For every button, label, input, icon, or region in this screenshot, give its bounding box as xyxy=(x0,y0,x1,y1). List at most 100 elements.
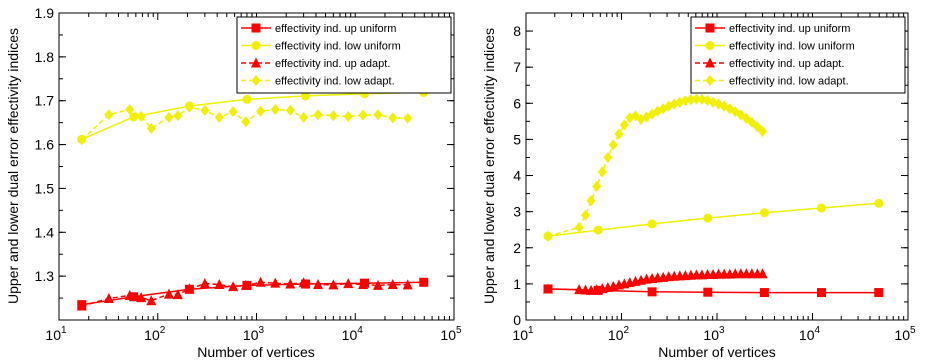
data-point-diamond xyxy=(680,95,690,107)
data-point-triangle xyxy=(136,292,147,303)
data-point-diamond xyxy=(241,116,251,128)
data-point-diamond xyxy=(597,166,607,178)
data-point-diamond xyxy=(747,116,757,128)
y-tick-label: 1.3 xyxy=(35,268,55,284)
data-point-diamond xyxy=(328,110,338,122)
data-point-diamond xyxy=(256,105,266,117)
x-tick-label: 103 xyxy=(243,325,265,343)
data-point-triangle xyxy=(240,279,251,290)
x-axis-label-left: Number of vertices xyxy=(197,344,314,360)
data-point-circle xyxy=(242,94,252,104)
y-tick-label: 1.7 xyxy=(35,93,55,109)
data-point-diamond xyxy=(228,106,238,118)
data-point-diamond xyxy=(697,93,707,105)
data-point-diamond xyxy=(581,209,591,221)
data-point-diamond xyxy=(574,222,584,234)
x-tick-label: 101 xyxy=(45,325,67,343)
legend-swatch-marker xyxy=(705,23,715,33)
data-point-circle xyxy=(129,112,139,122)
y-tick-label: 6 xyxy=(513,95,521,111)
data-point-triangle xyxy=(228,281,239,292)
data-point-diamond xyxy=(136,111,146,123)
y-tick-label: 5 xyxy=(513,131,521,147)
data-point-triangle xyxy=(199,278,210,289)
data-point-triangle xyxy=(313,278,324,289)
data-point-triangle xyxy=(255,276,266,287)
legend-label: effectivity ind. low adapt. xyxy=(729,76,849,88)
data-point-triangle xyxy=(343,278,354,289)
data-point-diamond xyxy=(200,104,210,116)
legend-swatch-marker xyxy=(251,41,261,50)
data-point-diamond xyxy=(691,93,701,105)
x-tick-label: 102 xyxy=(144,325,166,343)
data-point-triangle xyxy=(172,289,183,300)
data-point-diamond xyxy=(343,111,353,123)
data-point-square xyxy=(129,292,139,302)
legend-swatch-marker xyxy=(251,57,261,68)
y-tick-label: 7 xyxy=(513,59,521,75)
data-point-triangle xyxy=(184,283,195,294)
y-axis-label-right: Upper and lower dual error effectivity i… xyxy=(481,28,497,304)
legend-right: effectivity ind. up uniform effectivity i… xyxy=(690,16,906,94)
data-point-diamond xyxy=(592,180,602,192)
x-axis-label-right: Number of vertices xyxy=(658,344,775,360)
data-point-triangle xyxy=(328,279,339,290)
chart-left: 101 102 103 104 105 1.3 1.4 1.5 1.6 1.7 1.8 1.9 Num… xyxy=(5,5,462,360)
data-point-diamond xyxy=(358,109,368,121)
data-point-diamond xyxy=(214,111,224,123)
legend-label: effectivity ind. low uniform xyxy=(275,41,401,53)
data-point-circle xyxy=(874,198,884,208)
data-point-diamond xyxy=(686,94,696,106)
x-tick-label: 103 xyxy=(703,325,725,343)
legend-box xyxy=(690,16,906,94)
x-tick-label: 104 xyxy=(799,325,821,343)
data-point-diamond xyxy=(603,151,613,163)
y-tick-label: 0 xyxy=(513,312,521,328)
data-point-triangle xyxy=(103,293,114,304)
data-point-diamond xyxy=(77,134,87,146)
legend-box xyxy=(236,16,452,94)
legend-swatch-marker xyxy=(251,23,261,33)
data-point-circle xyxy=(759,208,769,218)
y-tick-label: 1.8 xyxy=(35,49,55,65)
legend-swatch-marker xyxy=(705,41,715,50)
data-point-square xyxy=(816,288,826,298)
y-tick-label: 1 xyxy=(513,276,521,292)
legend-swatch-marker xyxy=(251,75,261,86)
data-point-circle xyxy=(647,219,657,229)
legend-swatch-marker xyxy=(705,75,715,86)
x-tick-label: 102 xyxy=(608,325,630,343)
data-point-triangle xyxy=(76,300,87,311)
data-point-diamond xyxy=(388,112,398,124)
data-point-circle xyxy=(703,213,713,223)
data-point-diamond xyxy=(164,111,174,123)
data-point-diamond xyxy=(285,104,295,116)
data-point-square xyxy=(759,288,769,298)
data-point-diamond xyxy=(173,110,183,122)
data-point-triangle xyxy=(285,278,296,289)
data-point-diamond xyxy=(758,125,768,137)
data-point-square xyxy=(874,288,884,298)
data-point-diamond xyxy=(608,139,618,151)
data-point-triangle xyxy=(124,289,135,300)
y-tick-label: 4 xyxy=(513,168,521,184)
legend-label: effectivity ind. low uniform xyxy=(729,41,855,53)
y-axis-label-left: Upper and lower dual error effectivity i… xyxy=(5,28,21,304)
data-point-diamond xyxy=(313,109,323,121)
data-point-diamond xyxy=(373,109,383,121)
data-point-square xyxy=(703,287,713,297)
legend-label: effectivity ind. up uniform xyxy=(275,23,396,35)
legend-left: effectivity ind. up uniform effectivity i… xyxy=(236,16,452,94)
data-point-triangle xyxy=(757,268,768,279)
data-point-triangle xyxy=(402,279,413,290)
legend-label: effectivity ind. up adapt. xyxy=(275,58,390,70)
data-point-diamond xyxy=(146,122,156,134)
data-point-diamond xyxy=(125,103,135,115)
y-tick-label: 1.6 xyxy=(35,137,55,153)
data-point-triangle xyxy=(164,288,175,299)
y-tick-label: 1.9 xyxy=(35,5,55,21)
y-tick-label: 1.4 xyxy=(35,224,55,240)
data-point-triangle xyxy=(358,278,369,289)
